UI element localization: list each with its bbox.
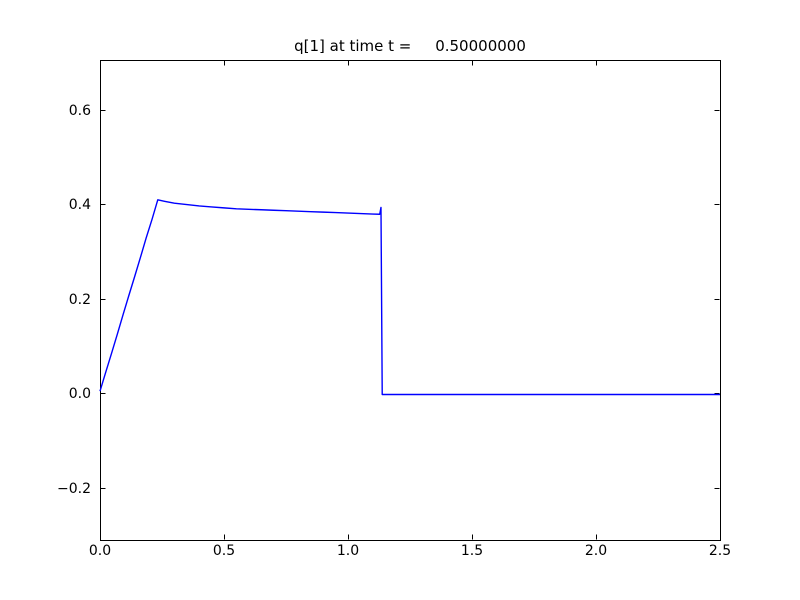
x-tick-label: 2.5 [709, 543, 731, 559]
series-line [99, 199, 720, 396]
chart-title: q[1] at time t = 0.50000000 [294, 37, 526, 55]
x-tick-label: 2.0 [585, 543, 607, 559]
x-tick-label: 1.5 [461, 543, 483, 559]
y-tick-label: −0.2 [57, 481, 91, 497]
x-tick-label: 0.0 [89, 543, 111, 559]
axes-frame [100, 60, 721, 541]
y-tick-label: 0.0 [69, 386, 91, 402]
x-tick-label: 0.5 [213, 543, 235, 559]
y-tick-label: 0.4 [69, 197, 91, 213]
y-tick-label: 0.2 [69, 292, 91, 308]
x-tick-label: 1.0 [337, 543, 359, 559]
y-tick-label: 0.6 [69, 103, 91, 119]
